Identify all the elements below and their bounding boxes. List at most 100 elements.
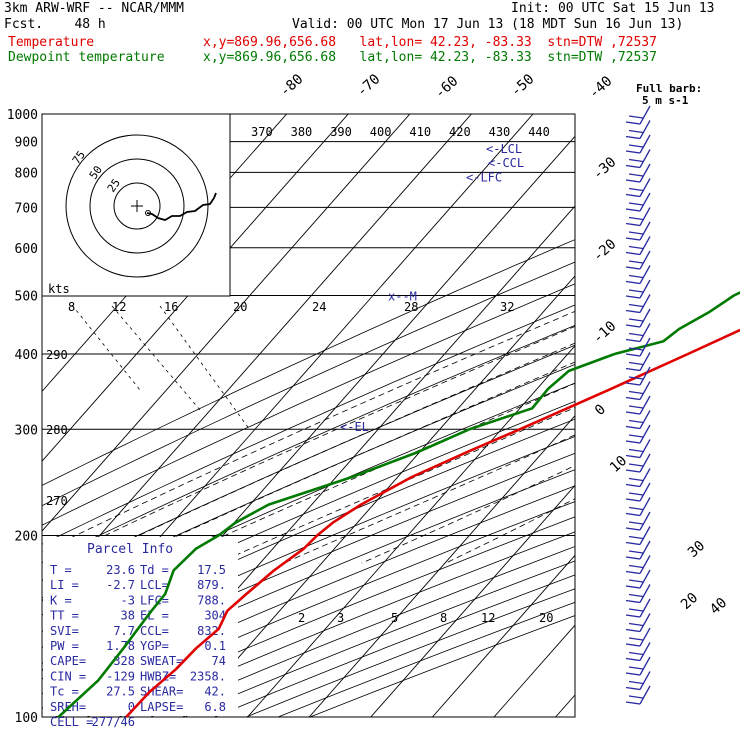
isotherm-label: -30 — [590, 154, 620, 183]
parcel-info-key: LCL= — [140, 578, 169, 592]
dry-adiabat — [42, 239, 575, 486]
wind-barb — [639, 250, 651, 270]
wind-barb — [639, 671, 651, 690]
wind-barb — [639, 627, 651, 647]
isotherm-line — [679, 114, 740, 717]
wind-barb — [639, 308, 651, 328]
wind-barb — [639, 395, 651, 415]
init-time: Init: 00 UTC Sat 15 Jun 13 — [511, 1, 715, 16]
isotherm-label: 10 — [607, 453, 630, 476]
wind-barb — [639, 366, 651, 386]
dry-adiabat — [42, 469, 575, 695]
pressure-tick-label: 700 — [15, 201, 38, 216]
wind-barb — [639, 163, 651, 183]
temperature-location: x,y=869.96,656.68 lat,lon= 42.23, -83.33… — [203, 35, 657, 50]
isotherm-label: -50 — [508, 71, 538, 100]
parcel-info-value: 27.5 — [106, 685, 135, 699]
parcel-info-value: 0.1 — [204, 639, 226, 653]
theta-label: 270 — [46, 494, 68, 508]
parcel-info-key: EL = — [140, 609, 169, 623]
parcel-info-key: CIN = — [50, 669, 86, 683]
parcel-info-box: Parcel Info T = 23.6 Td = 17.5 LI = -2.7 LCL= 87… — [43, 537, 238, 729]
parcel-info-value: 0 — [128, 700, 135, 714]
theta-label: 430 — [489, 125, 511, 139]
wind-barb — [639, 279, 651, 299]
wind-barb — [639, 236, 651, 255]
dry-adiabat — [246, 588, 575, 717]
moist-adiabat — [163, 382, 575, 564]
pressure-tick-label: 200 — [15, 529, 38, 544]
wind-barb — [639, 656, 651, 676]
wind-barb — [639, 598, 651, 618]
theta-label: 410 — [409, 125, 431, 139]
theta-label: 390 — [330, 125, 352, 139]
wind-barb — [639, 497, 651, 516]
pressure-tick-label: 800 — [15, 166, 38, 181]
parcel-info-key: SVI= — [50, 624, 79, 638]
isotherm-label: -70 — [354, 71, 384, 100]
isotherm-line — [42, 114, 472, 602]
wind-barb — [639, 120, 651, 139]
wind-barb — [639, 381, 651, 400]
dry-adiabat — [309, 615, 575, 717]
isotherm-line — [247, 345, 575, 717]
wind-barb — [639, 207, 651, 226]
pressure-tick-label: 100 — [15, 711, 38, 726]
wind-barb — [639, 453, 651, 473]
parcel-info-value: 38 — [121, 609, 135, 623]
dewpoint-location: x,y=869.96,656.68 lat,lon= 42.23, -83.33… — [203, 50, 657, 65]
wind-barb — [639, 642, 651, 661]
diagram-frame — [41, 113, 576, 718]
wind-barb — [639, 149, 651, 168]
parcel-info-key: SHEAR= — [140, 685, 183, 699]
parcel-info-key: TT = — [50, 609, 79, 623]
wind-barb — [639, 468, 651, 487]
dry-adiabat — [42, 452, 575, 680]
wind-barb — [639, 439, 651, 458]
theta-label: 290 — [46, 348, 68, 362]
parcel-info-value: 277/46 — [92, 715, 135, 729]
mixing-ratio-label: 5 — [391, 611, 398, 625]
mixing-ratio-label: 8 — [440, 611, 447, 625]
parcel-info-key: YGP= — [140, 639, 169, 653]
wind-barb-title: Full barb: — [636, 82, 702, 95]
hodograph-ring-label: 75 — [70, 148, 88, 166]
mixing-ratio-label: 20 — [539, 611, 553, 625]
hodograph-speed-label: 28 — [404, 300, 418, 314]
parcel-info-value: -3 — [121, 593, 135, 607]
hodograph-speed-label: 24 — [312, 300, 326, 314]
isotherm-label: 40 — [707, 595, 730, 618]
temperature-profile — [125, 328, 740, 718]
isotherm-line — [370, 484, 575, 717]
level-marker-label: <-LCL — [486, 142, 522, 156]
parcel-info-value: 17.5 — [197, 563, 226, 577]
moist-adiabat — [47, 325, 575, 564]
parcel-info-value: 42. — [204, 685, 226, 699]
wind-barb — [639, 613, 651, 632]
mixing-ratio-label: 12 — [481, 611, 495, 625]
wind-barb — [639, 569, 651, 589]
theta-label: 380 — [291, 125, 313, 139]
wind-barb — [639, 178, 651, 197]
hodograph-speed-label: 16 — [164, 300, 178, 314]
parcel-info-key: LI = — [50, 578, 79, 592]
isotherm-label: 20 — [678, 590, 701, 613]
wind-barb — [639, 294, 651, 313]
wind-barb — [639, 105, 651, 125]
isotherm-label: -10 — [590, 318, 620, 347]
parcel-info-value: 74 — [212, 654, 226, 668]
moist-adiabat — [217, 407, 575, 564]
wind-barb — [639, 584, 651, 603]
isotherm-line — [42, 114, 349, 462]
hodograph-speed-label: 32 — [500, 300, 514, 314]
level-marker-label: <-LFC — [466, 170, 502, 184]
parcel-info-value: 23.6 — [106, 563, 135, 577]
wind-barb — [639, 323, 651, 342]
isotherm-line — [308, 414, 575, 717]
level-marker-label: <-EL — [340, 420, 369, 434]
parcel-info-key: K = — [50, 593, 72, 607]
wind-barb — [639, 265, 651, 284]
isotherm-label: -80 — [277, 71, 307, 100]
parcel-info-key: CCL= — [140, 624, 169, 638]
moist-adiabat — [118, 361, 575, 564]
